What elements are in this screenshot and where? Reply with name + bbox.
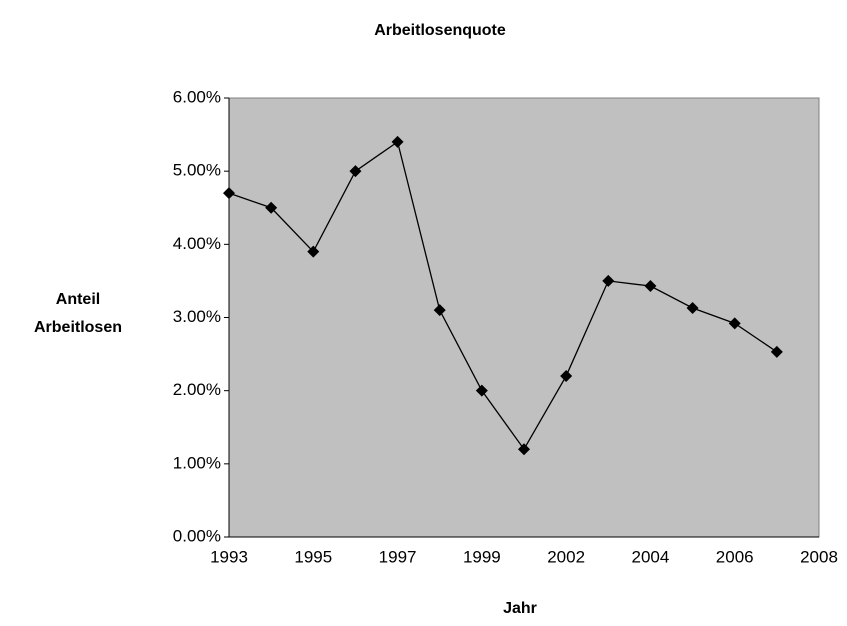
- line: [228, 140, 778, 451]
- marker: [391, 135, 404, 148]
- x-tick-label: 1995: [294, 547, 332, 566]
- y-tick-label: 3.00%: [173, 307, 221, 326]
- x-axis-label: Jahr: [503, 600, 537, 617]
- marker: [475, 384, 488, 397]
- y-axis-label: Anteil: [56, 291, 100, 308]
- marker: [433, 304, 446, 317]
- marker: [265, 201, 278, 214]
- plot-area: [228, 97, 820, 538]
- x-tick-label: 2002: [547, 547, 585, 566]
- y-tick-label: 1.00%: [173, 453, 221, 472]
- marker: [307, 245, 320, 258]
- y-tick-label: 2.00%: [173, 380, 221, 399]
- marker: [602, 274, 615, 287]
- marker: [223, 187, 235, 200]
- y-axis-label: Arbeitlosen: [34, 319, 122, 336]
- y-tick-label: 6.00%: [173, 87, 221, 106]
- marker: [518, 443, 530, 456]
- x-tick-label: 1999: [463, 547, 501, 566]
- x-tick-label: 2006: [716, 547, 754, 566]
- x-tick-label: 1997: [379, 547, 417, 566]
- marker: [770, 345, 783, 358]
- marker: [728, 317, 741, 330]
- x-tick-label: 1993: [210, 547, 248, 566]
- y-tick-label: 5.00%: [173, 161, 221, 180]
- marker: [644, 280, 657, 293]
- y-tick-label: 4.00%: [173, 234, 221, 253]
- y-tick-label: 0.00%: [173, 526, 221, 545]
- x-tick-label: 2008: [800, 547, 838, 566]
- marker: [349, 165, 362, 178]
- marker: [686, 301, 699, 314]
- marker: [560, 370, 573, 383]
- chart-title: Arbeitlosenquote: [374, 22, 506, 39]
- x-tick-label: 2004: [632, 547, 670, 566]
